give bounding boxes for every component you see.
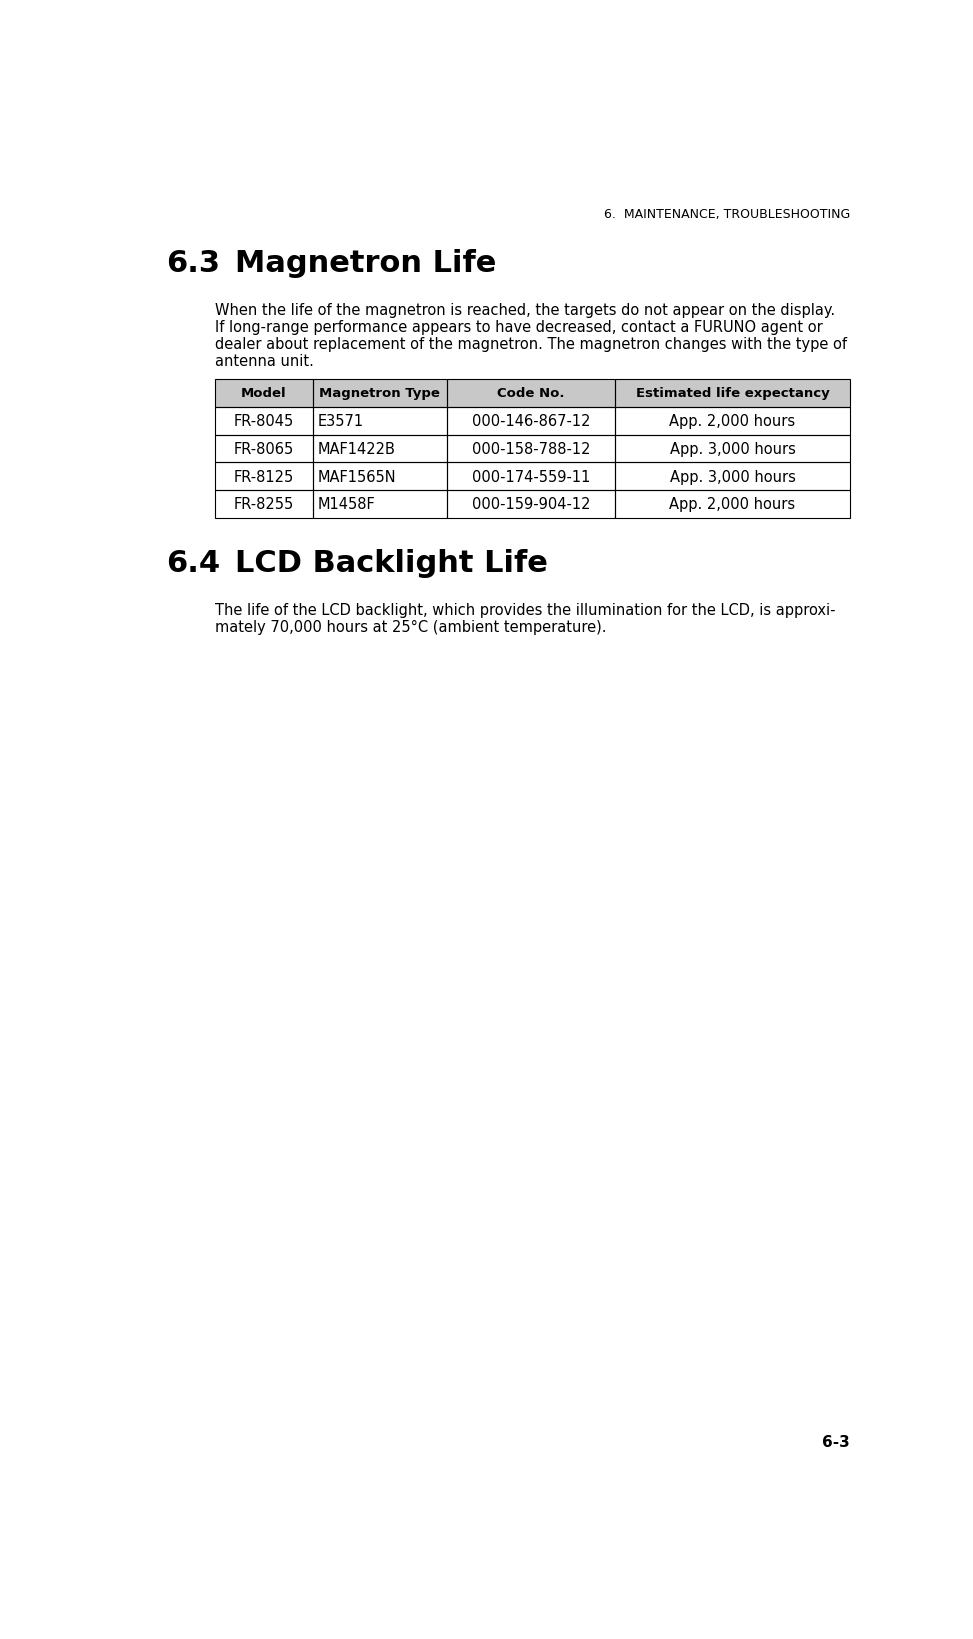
Bar [215,462,313,490]
Bar [447,380,615,408]
Text: 000-159-904-12: 000-159-904-12 [472,497,590,511]
Text: Estimated life expectancy: Estimated life expectancy [635,387,829,400]
Bar [313,462,447,490]
Text: 000-158-788-12: 000-158-788-12 [472,441,590,457]
Bar [447,408,615,436]
Bar [615,490,850,518]
Bar [215,436,313,462]
Text: antenna unit.: antenna unit. [215,354,313,369]
Text: 6.  MAINTENANCE, TROUBLESHOOTING: 6. MAINTENANCE, TROUBLESHOOTING [604,208,850,221]
Text: LCD Backlight Life: LCD Backlight Life [234,549,548,577]
Text: 6.3: 6.3 [166,249,221,279]
Text: App. 3,000 hours: App. 3,000 hours [669,441,796,457]
Text: 000-174-559-11: 000-174-559-11 [472,469,590,484]
Text: FR-8125: FR-8125 [234,469,294,484]
Bar [313,490,447,518]
Bar [313,408,447,436]
Text: M1458F: M1458F [318,497,376,511]
Text: MAF1422B: MAF1422B [318,441,396,457]
Bar [615,408,850,436]
Bar [615,462,850,490]
Bar [313,380,447,408]
Text: App. 3,000 hours: App. 3,000 hours [669,469,796,484]
Text: The life of the LCD backlight, which provides the illumination for the LCD, is a: The life of the LCD backlight, which pro… [215,602,835,618]
Text: App. 2,000 hours: App. 2,000 hours [669,415,796,429]
Text: FR-8065: FR-8065 [234,441,294,457]
Text: Magnetron Life: Magnetron Life [234,249,496,279]
Text: MAF1565N: MAF1565N [318,469,396,484]
Text: App. 2,000 hours: App. 2,000 hours [669,497,796,511]
Text: When the life of the magnetron is reached, the targets do not appear on the disp: When the life of the magnetron is reache… [215,303,835,318]
Bar [313,380,447,408]
Bar [215,408,313,436]
Bar [215,380,313,408]
Bar [615,436,850,462]
Text: Model: Model [241,387,287,400]
Text: FR-8255: FR-8255 [234,497,294,511]
Text: E3571: E3571 [318,415,364,429]
Text: Magnetron Type: Magnetron Type [319,387,441,400]
Bar [447,436,615,462]
Text: 6-3: 6-3 [822,1434,850,1449]
Bar [615,380,850,408]
Bar [447,490,615,518]
Text: 000-146-867-12: 000-146-867-12 [472,415,590,429]
Text: Code No.: Code No. [497,387,564,400]
Text: If long-range performance appears to have decreased, contact a FURUNO agent or: If long-range performance appears to hav… [215,320,822,334]
Bar [447,462,615,490]
Text: 6.4: 6.4 [166,549,221,577]
Bar [615,380,850,408]
Bar [215,490,313,518]
Bar [447,380,615,408]
Text: dealer about replacement of the magnetron. The magnetron changes with the type o: dealer about replacement of the magnetro… [215,336,847,352]
Bar [313,436,447,462]
Text: mately 70,000 hours at 25°C (ambient temperature).: mately 70,000 hours at 25°C (ambient tem… [215,620,606,634]
Text: FR-8045: FR-8045 [234,415,294,429]
Bar [215,380,313,408]
